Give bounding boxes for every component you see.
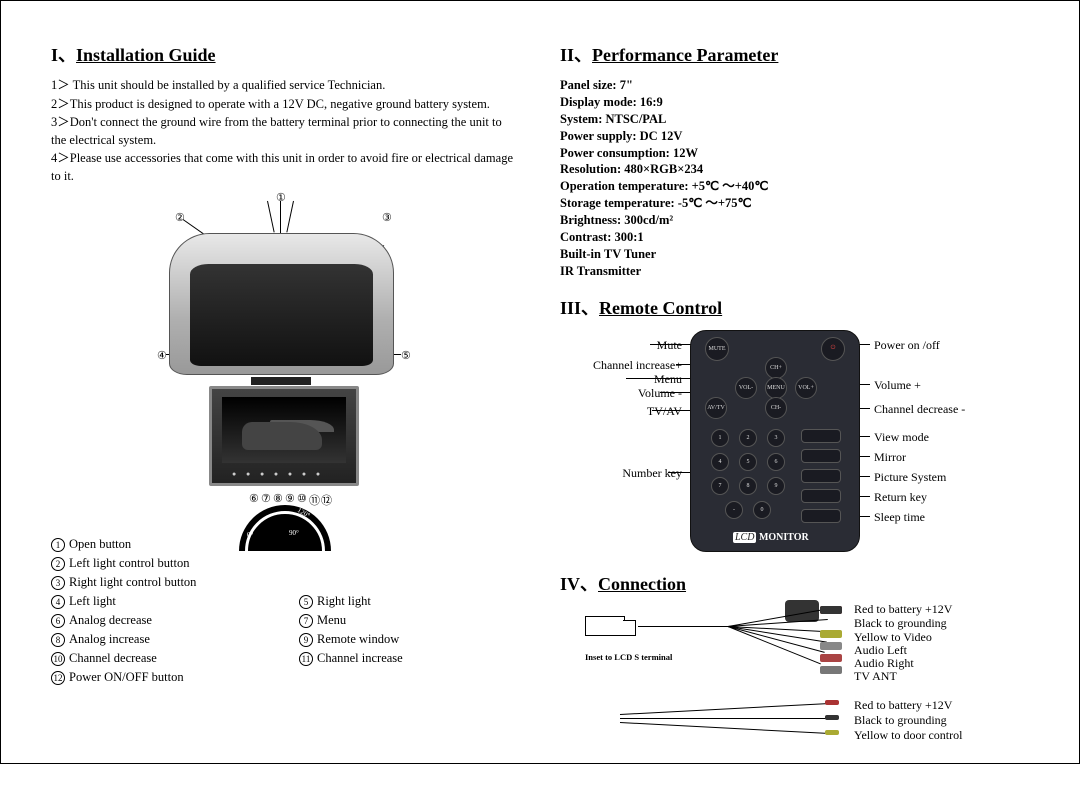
device-diagram: ① ② ③ ④ ⑤ ⑥ ⑦ ⑧ ⑨ ⑩ ⑪ ⑫ ● ● ● ● ● ● ● 0°… <box>51 191 520 531</box>
connection-diagram: Inset to LCD S terminal Red to battery +… <box>560 606 1029 756</box>
remote-diagram: Mute Channel increase+ Menu Volume - TV/… <box>560 330 1029 560</box>
performance-params: Panel size: 7"Display mode: 16:9System: … <box>560 77 1029 280</box>
mute-icon: MUTE <box>705 337 729 361</box>
device-label-list: 1Open button 2Left light control button … <box>51 537 520 687</box>
section4-title: IV、Connection <box>560 570 1029 596</box>
section2-title: II、Performance Parameter <box>560 41 1029 67</box>
power-icon: ⏻ <box>821 337 845 361</box>
section3-title: III、Remote Control <box>560 294 1029 320</box>
section1-title: I、Installation Guide <box>51 41 520 67</box>
installation-text: 1＞ This unit should be installed by a qu… <box>51 77 520 185</box>
